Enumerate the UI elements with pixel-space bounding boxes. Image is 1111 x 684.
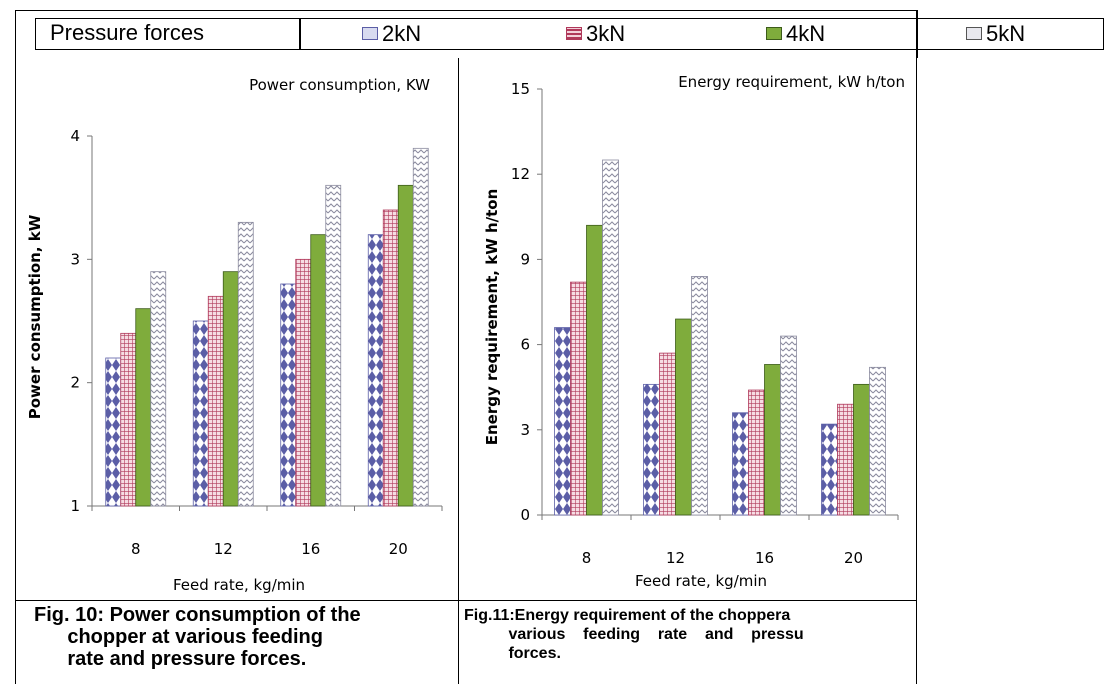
bar-2kn-12 bbox=[643, 383, 660, 516]
x-tick-label: 8 bbox=[582, 549, 592, 567]
legend-item-2kn: 2kN bbox=[362, 20, 421, 48]
bar-5kn-8 bbox=[602, 159, 619, 516]
chart-energy-svg: Energy requirement, kW h/ton 0 3 6 9 12 15 8 12 1… bbox=[483, 73, 905, 590]
x-tick-label: 16 bbox=[755, 549, 774, 567]
frame-right bbox=[916, 10, 917, 684]
y-tick-label: 15 bbox=[511, 80, 530, 98]
bar-2kn-20 bbox=[367, 234, 384, 507]
y-tick-label: 6 bbox=[520, 336, 530, 354]
x-tick-label: 20 bbox=[844, 549, 863, 567]
legend-label-4kn: 4kN bbox=[786, 21, 826, 46]
y-tick-label: 1 bbox=[70, 497, 80, 515]
bar-4kn-16 bbox=[764, 364, 781, 516]
x-tick-label: 12 bbox=[666, 549, 685, 567]
bar-4kn-8 bbox=[135, 308, 152, 507]
y-tick-label: 12 bbox=[511, 165, 530, 183]
legend-item-4kn: 4kN bbox=[766, 20, 825, 48]
legend-swatch-3kn bbox=[566, 27, 582, 40]
bar-3kn-12 bbox=[659, 352, 676, 516]
legend-label-5kn: 5kN bbox=[986, 21, 1026, 46]
bar-2kn-20 bbox=[821, 423, 838, 516]
bar-5kn-16 bbox=[325, 184, 342, 507]
chart-title: Power consumption, KW bbox=[249, 76, 430, 94]
bar-3kn-8 bbox=[570, 281, 587, 516]
bar-4kn-12 bbox=[675, 318, 692, 516]
legend-item-5kn: 5kN bbox=[966, 20, 1025, 48]
y-tick-label: 2 bbox=[70, 374, 80, 392]
bar-3kn-20 bbox=[837, 403, 854, 516]
bar-5kn-8 bbox=[150, 271, 167, 507]
x-axis-title: Feed rate, kg/min bbox=[173, 576, 305, 594]
bar-3kn-16 bbox=[295, 258, 312, 507]
bar-2kn-16 bbox=[732, 412, 749, 516]
caption-fig10: Fig. 10: Power consumption of the choppe… bbox=[34, 604, 361, 670]
legend-swatch-4kn bbox=[766, 27, 782, 40]
legend-label-3kn: 3kN bbox=[586, 21, 626, 46]
legend-row: Pressure forces 2kN 3kN 4kN 5kN bbox=[0, 0, 1111, 58]
y-tick-label: 0 bbox=[520, 506, 530, 524]
bar-5kn-16 bbox=[780, 335, 797, 516]
bar-2kn-8 bbox=[105, 357, 122, 507]
bar-5kn-12 bbox=[237, 221, 254, 507]
bar-5kn-20 bbox=[869, 366, 886, 516]
y-axis-title: Power consumption, kW bbox=[26, 214, 44, 419]
bar-3kn-8 bbox=[120, 332, 137, 507]
bar-4kn-12 bbox=[222, 271, 239, 507]
bar-5kn-12 bbox=[691, 276, 708, 516]
bar-4kn-8 bbox=[586, 224, 603, 516]
bar-3kn-12 bbox=[207, 295, 224, 507]
frame-divider bbox=[458, 58, 459, 684]
x-tick-label: 12 bbox=[214, 540, 233, 558]
frame-left bbox=[15, 58, 16, 684]
bar-4kn-16 bbox=[310, 234, 327, 507]
y-tick-label: 9 bbox=[520, 250, 530, 268]
bar-5kn-20 bbox=[412, 147, 429, 507]
x-tick-label: 8 bbox=[131, 540, 141, 558]
y-tick-label: 3 bbox=[70, 250, 80, 268]
legend-items-box bbox=[300, 18, 1104, 50]
bar-2kn-16 bbox=[280, 283, 297, 507]
y-tick-label: 4 bbox=[70, 127, 80, 145]
legend-title: Pressure forces bbox=[35, 18, 300, 50]
chart-power-consumption: Power consumption, KW 1 2 3 4 8 12 16 20 Feed rat… bbox=[16, 59, 458, 599]
x-tick-label: 16 bbox=[301, 540, 320, 558]
legend-swatch-2kn bbox=[362, 27, 378, 40]
legend-item-3kn: 3kN bbox=[566, 20, 625, 48]
frame-caption-line bbox=[15, 600, 917, 601]
legend-swatch-5kn bbox=[966, 27, 982, 40]
bar-4kn-20 bbox=[853, 383, 870, 516]
y-axis-title: Energy requirement, kW h/ton bbox=[483, 189, 501, 446]
bar-3kn-20 bbox=[382, 209, 399, 507]
bar-3kn-16 bbox=[748, 389, 765, 516]
legend-frame bbox=[15, 10, 918, 58]
x-tick-label: 20 bbox=[389, 540, 408, 558]
caption-fig11: Fig.11:Energy requirement of the chopper… bbox=[464, 607, 804, 662]
bar-2kn-8 bbox=[554, 327, 571, 516]
chart-energy-requirement: Energy requirement, kW h/ton 0 3 6 9 12 15 8 12 1… bbox=[459, 59, 916, 599]
bar-2kn-12 bbox=[192, 320, 209, 507]
bar-4kn-20 bbox=[397, 184, 414, 507]
chart-title: Energy requirement, kW h/ton bbox=[678, 73, 905, 91]
y-tick-label: 3 bbox=[520, 421, 530, 439]
legend-label-2kn: 2kN bbox=[382, 21, 422, 46]
x-axis-title: Feed rate, kg/min bbox=[635, 572, 767, 590]
